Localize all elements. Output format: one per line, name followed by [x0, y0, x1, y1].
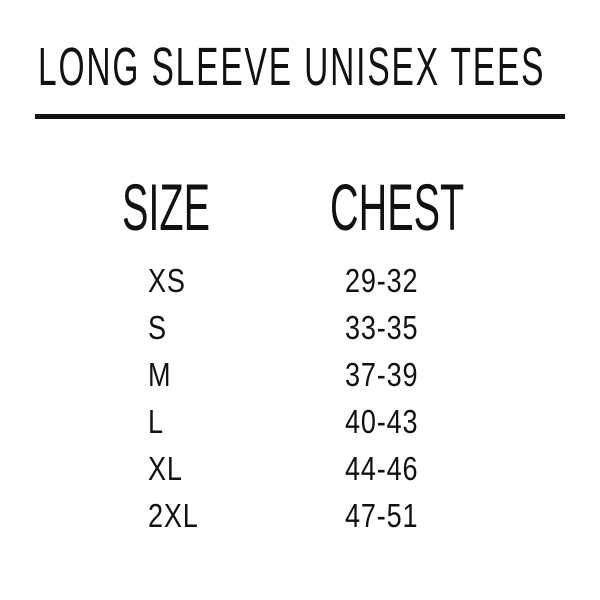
row-size: M — [148, 356, 172, 393]
row-chest: 47-51 — [345, 497, 419, 534]
row-size: L — [148, 403, 164, 440]
row-chest: 40-43 — [345, 403, 419, 440]
row-size: XL — [148, 450, 183, 487]
row-size: S — [148, 309, 167, 346]
row-size: XS — [148, 262, 186, 299]
column-header-chest: CHEST — [330, 170, 465, 244]
row-size: 2XL — [148, 497, 199, 534]
row-chest: 33-35 — [345, 309, 419, 346]
divider — [35, 114, 565, 119]
row-chest: 37-39 — [345, 356, 419, 393]
row-chest: 44-46 — [345, 450, 419, 487]
row-chest: 29-32 — [345, 262, 419, 299]
column-header-size: SIZE — [122, 170, 211, 244]
page-title: LONG SLEEVE UNISEX TEES — [38, 37, 546, 97]
